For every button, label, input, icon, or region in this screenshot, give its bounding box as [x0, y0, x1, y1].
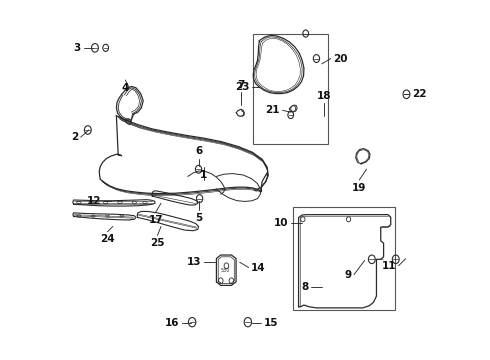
- Text: 11: 11: [381, 261, 396, 271]
- Text: 23: 23: [235, 82, 249, 92]
- Text: 530: 530: [220, 267, 230, 273]
- Text: 22: 22: [412, 89, 426, 99]
- Text: 4: 4: [122, 83, 129, 93]
- Text: 9: 9: [344, 270, 351, 280]
- Text: 5: 5: [195, 213, 202, 223]
- Text: 16: 16: [165, 318, 180, 328]
- Text: 25: 25: [150, 238, 165, 248]
- Text: 1: 1: [200, 170, 208, 180]
- Text: 19: 19: [352, 183, 367, 193]
- Text: 13: 13: [187, 257, 201, 267]
- Text: 7: 7: [238, 80, 245, 90]
- Text: 12: 12: [87, 197, 101, 206]
- Text: 17: 17: [148, 215, 163, 225]
- Text: 21: 21: [265, 105, 280, 115]
- Text: 10: 10: [274, 218, 289, 228]
- Text: 3: 3: [74, 43, 81, 53]
- Text: 14: 14: [251, 262, 266, 273]
- Text: 8: 8: [301, 282, 308, 292]
- Text: 18: 18: [317, 90, 331, 100]
- Text: 2: 2: [71, 132, 78, 142]
- Bar: [253, 33, 328, 144]
- Bar: [293, 207, 395, 310]
- Text: 6: 6: [195, 146, 202, 156]
- Text: 20: 20: [333, 54, 348, 64]
- Text: 24: 24: [100, 234, 115, 244]
- Text: 15: 15: [264, 318, 278, 328]
